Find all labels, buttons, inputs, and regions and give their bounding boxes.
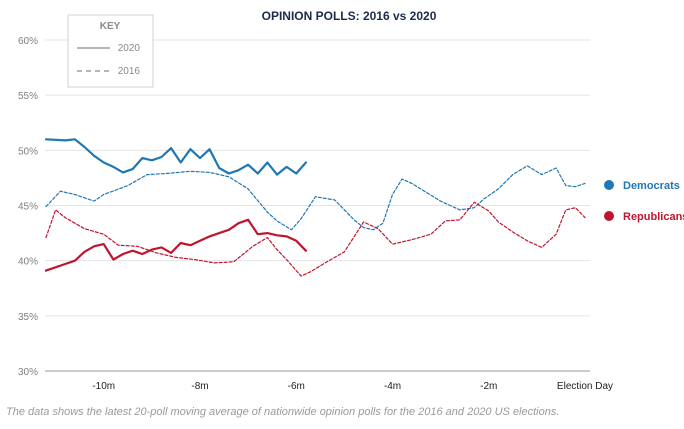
key-label-2020: 2020: [118, 43, 141, 54]
series-line-republicans-2016: [45, 201, 586, 277]
chart-title: OPINION POLLS: 2016 vs 2020: [262, 9, 437, 23]
series-line-democrats-2016: [45, 165, 586, 231]
y-tick-label: 60%: [18, 36, 38, 47]
x-tick-label: -8m: [191, 381, 208, 392]
y-tick-label: 30%: [18, 367, 38, 378]
y-tick-label: 45%: [18, 202, 38, 213]
series-lines: [44, 138, 586, 277]
republicans-legend-label: Republicans: [623, 211, 684, 223]
y-tick-label: 35%: [18, 312, 38, 323]
x-tick-label: -6m: [288, 381, 305, 392]
x-axis-ticks: -10m -8m -6m -4m -2m Election Day: [92, 381, 613, 392]
key-label-2016: 2016: [118, 66, 141, 77]
y-tick-label: 55%: [18, 91, 38, 102]
x-tick-label: -4m: [384, 381, 401, 392]
key-title: KEY: [100, 21, 121, 32]
gridlines: [45, 39, 590, 372]
chart-caption: The data shows the latest 20-poll moving…: [6, 406, 560, 418]
y-tick-label: 40%: [18, 257, 38, 268]
x-tick-label: -10m: [92, 381, 115, 392]
y-tick-label: 50%: [18, 146, 38, 157]
party-legend: Democrats Republicans: [604, 180, 684, 223]
x-tick-label: Election Day: [557, 381, 613, 392]
y-axis-ticks: 30% 35% 40% 45% 50% 55% 60%: [18, 36, 38, 378]
series-line-republicans-2020: [44, 218, 307, 272]
series-line-democrats-2020: [44, 138, 307, 176]
democrats-legend-label: Democrats: [623, 180, 680, 192]
democrats-legend-dot: [604, 180, 614, 190]
key-legend: KEY 2020 2016: [67, 14, 154, 88]
x-tick-label: -2m: [480, 381, 497, 392]
republicans-legend-dot: [604, 211, 614, 221]
key-frame: [67, 14, 154, 88]
